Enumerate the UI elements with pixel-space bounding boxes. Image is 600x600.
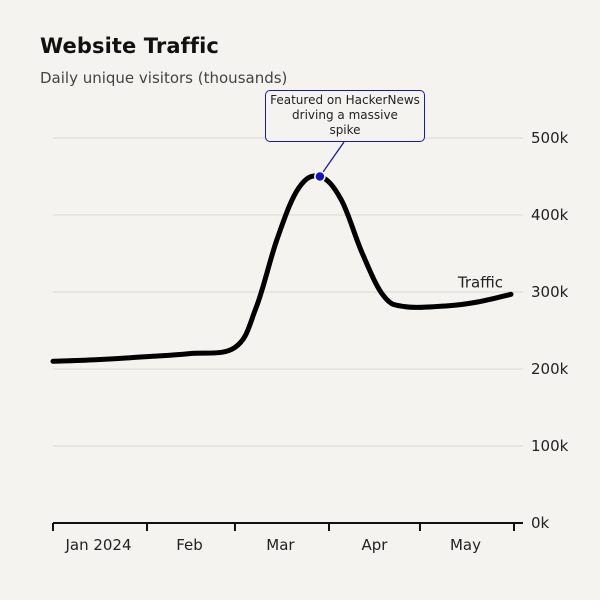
annotation-line-2: driving a massive [292,108,398,122]
annotation-layer [314,141,345,183]
series-line-traffic [50,173,514,364]
y-tick-label: 500k [531,129,569,147]
y-tick-label: 200k [531,360,569,378]
chart-subtitle: Daily unique visitors (thousands) [40,69,288,87]
x-tick-label: Apr [362,536,389,554]
x-tick-label: Mar [266,536,295,554]
annotation-leader-line [319,141,345,177]
x-tick-label: May [450,536,481,554]
annotation-marker [314,170,326,183]
x-tick-label: Feb [176,536,203,554]
x-tick-label: Jan 2024 [64,536,131,554]
y-tick-label: 300k [531,283,569,301]
series-layer: Traffic [50,173,514,364]
x-axis: Jan 2024 Feb Mar Apr May [52,522,523,554]
annotation-line-3: spike [329,123,361,137]
grid-lines [53,137,523,447]
y-tick-label: 400k [531,206,569,224]
series-label-traffic: Traffic [457,273,503,291]
annotation-box: Featured on HackerNews driving a massive… [265,90,425,142]
annotation-line-1: Featured on HackerNews [270,93,420,107]
y-tick-label: 0k [531,514,550,532]
y-tick-label: 100k [531,437,569,455]
chart-title: Website Traffic [40,34,219,58]
y-axis: 0k 100k 200k 300k 400k 500k [531,129,569,532]
